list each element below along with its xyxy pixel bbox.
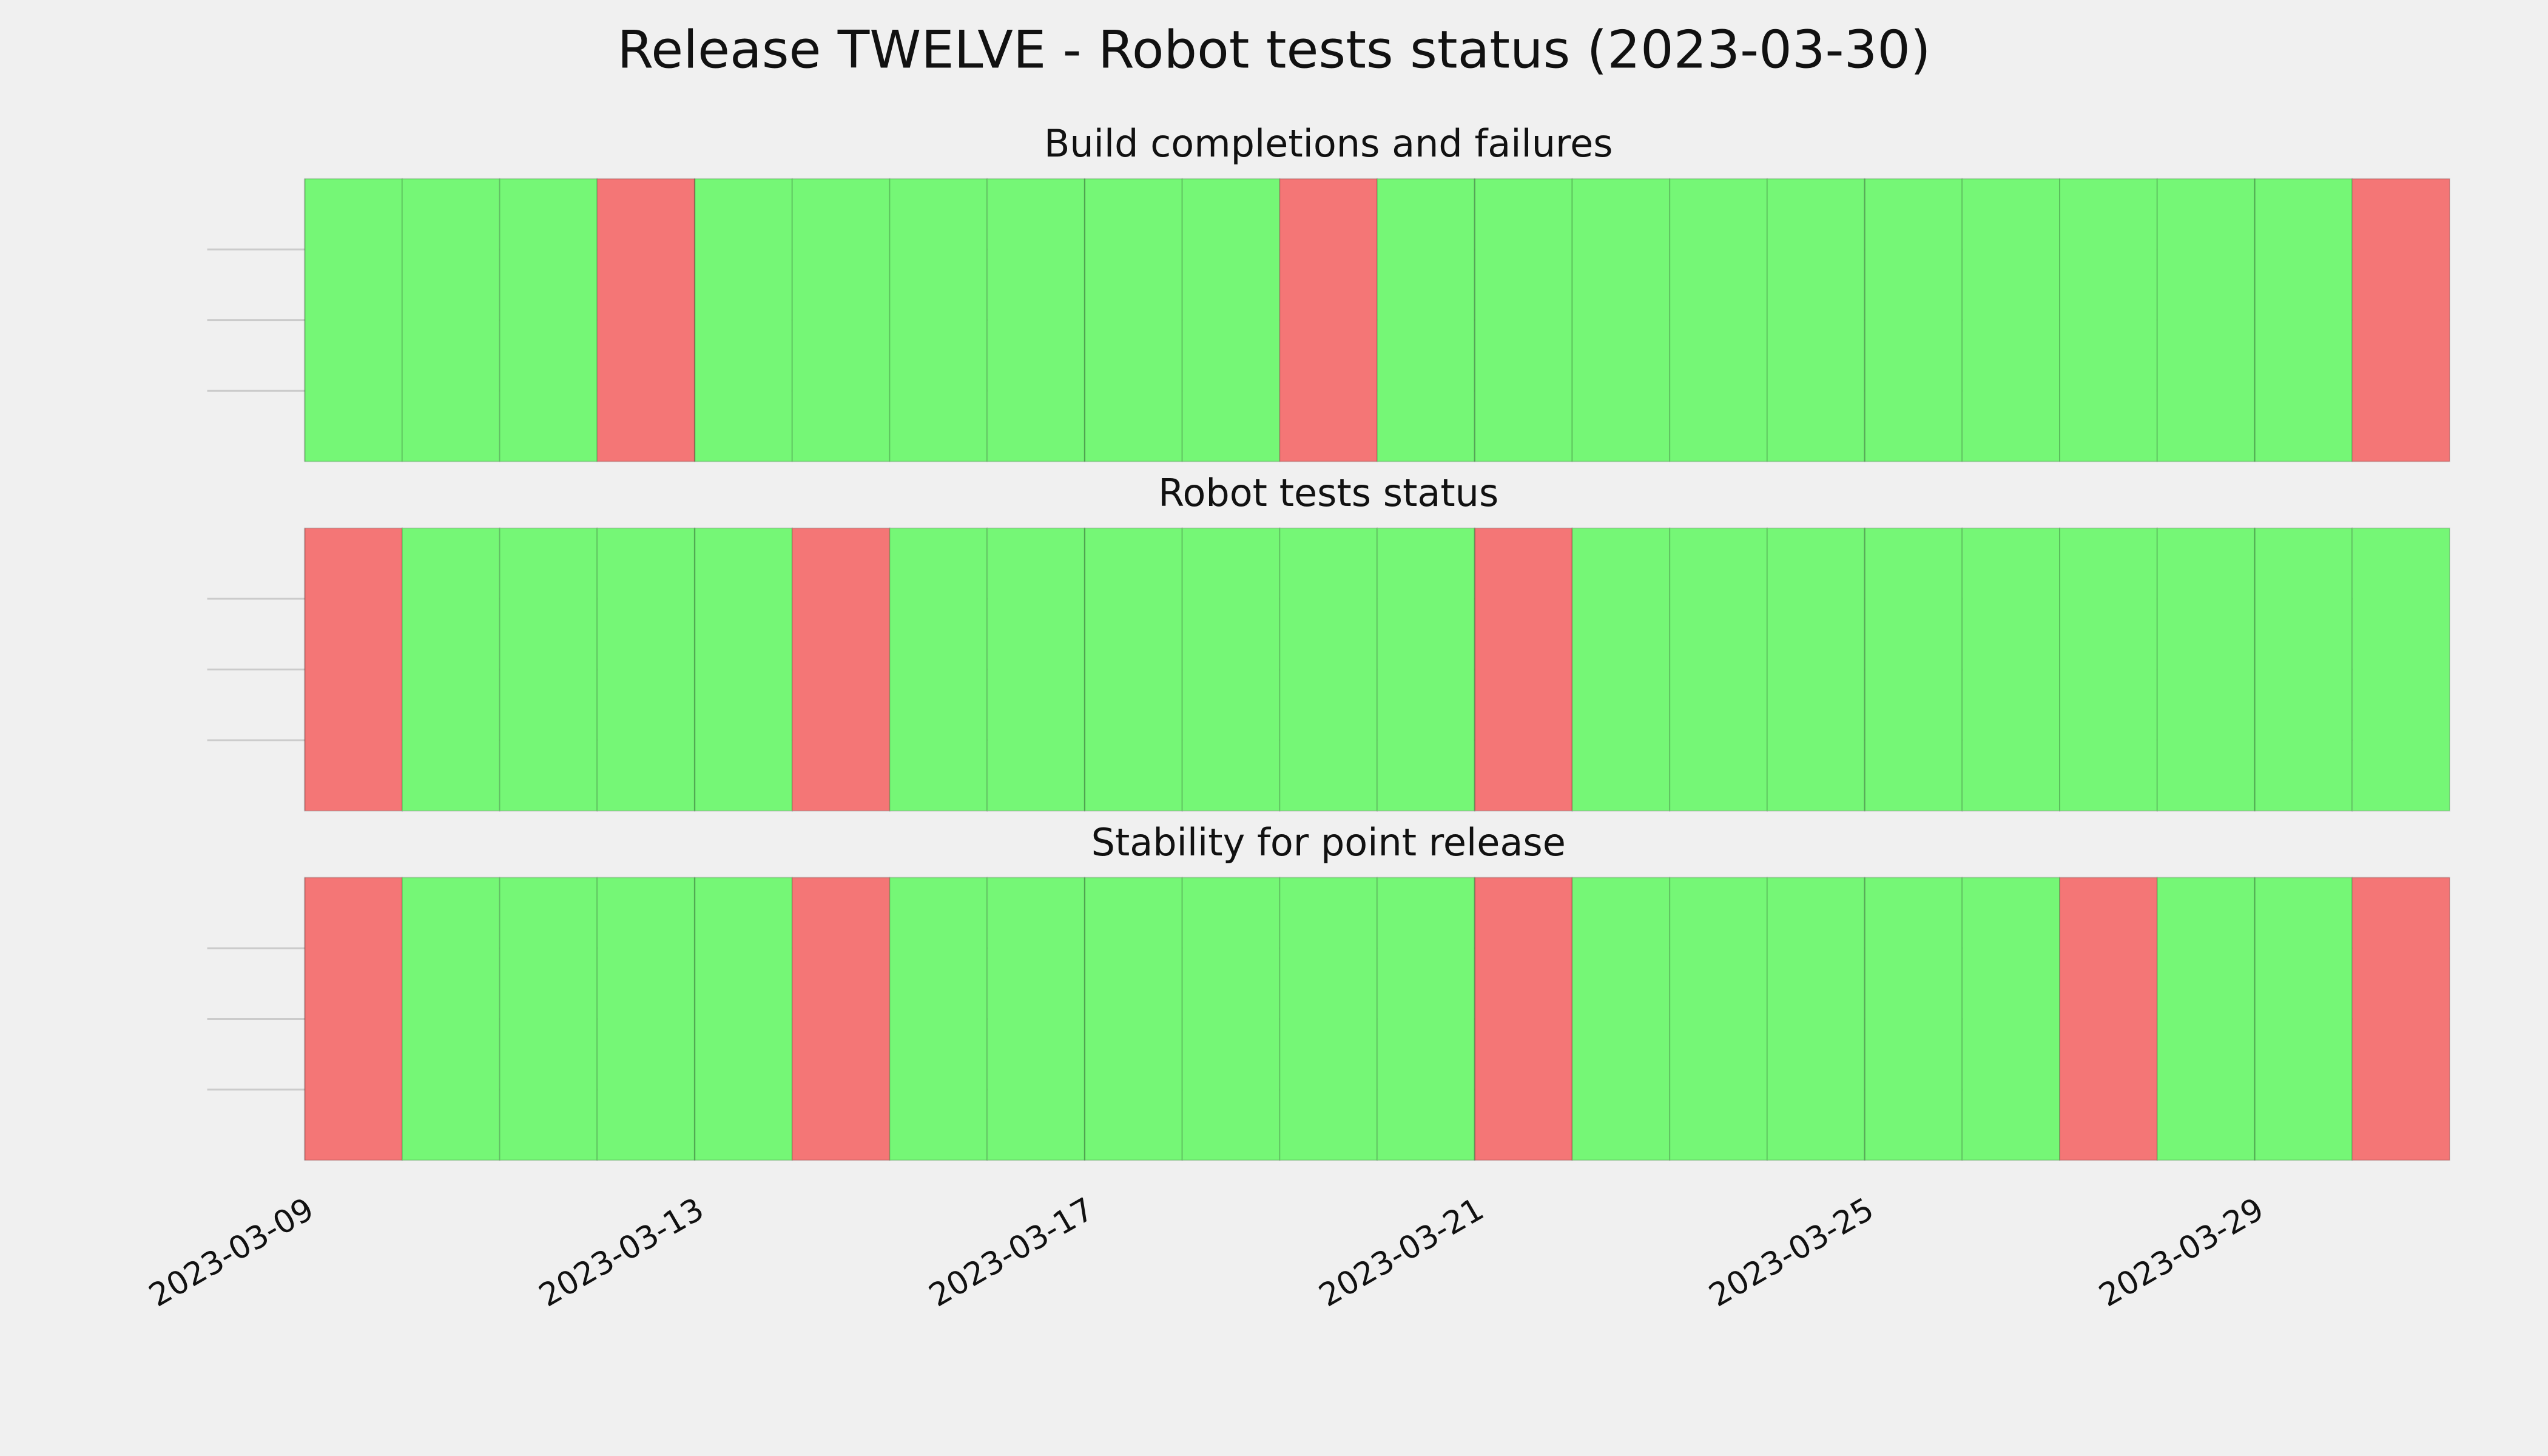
status-bar bbox=[401, 178, 500, 462]
status-bar bbox=[304, 527, 403, 812]
status-bar bbox=[1474, 877, 1573, 1161]
status-bar bbox=[1377, 877, 1475, 1161]
status-bar bbox=[304, 178, 403, 462]
status-bar bbox=[401, 527, 500, 812]
status-bar bbox=[1571, 877, 1671, 1161]
status-bar bbox=[1181, 178, 1281, 462]
status-bar bbox=[1571, 527, 1671, 812]
status-bar bbox=[1181, 877, 1281, 1161]
status-bar bbox=[2351, 178, 2450, 462]
status-bar bbox=[499, 527, 598, 812]
status-bar bbox=[1669, 178, 1768, 462]
status-bar bbox=[1864, 877, 1963, 1161]
status-bar bbox=[1961, 178, 2061, 462]
status-bar bbox=[694, 877, 793, 1161]
status-bar bbox=[986, 877, 1085, 1161]
status-bar bbox=[1084, 527, 1183, 812]
status-bar bbox=[2156, 877, 2256, 1161]
status-bar bbox=[1669, 527, 1768, 812]
status-bar bbox=[791, 527, 891, 812]
status-bar bbox=[1279, 877, 1378, 1161]
status-bar bbox=[596, 178, 696, 462]
status-bar bbox=[401, 877, 500, 1161]
status-bar bbox=[1571, 178, 1671, 462]
status-bar bbox=[1084, 178, 1183, 462]
chart-title: Release TWELVE - Robot tests status (202… bbox=[617, 19, 1930, 80]
status-bar bbox=[986, 527, 1085, 812]
status-bar bbox=[791, 877, 891, 1161]
status-bar bbox=[791, 178, 891, 462]
status-bar bbox=[2254, 527, 2353, 812]
status-bar bbox=[1377, 178, 1475, 462]
status-bar bbox=[1864, 527, 1963, 812]
panel-title: Stability for point release bbox=[1091, 820, 1566, 864]
status-bar bbox=[1864, 178, 1963, 462]
status-bar bbox=[1766, 178, 1866, 462]
status-bar bbox=[596, 877, 696, 1161]
status-bar bbox=[889, 877, 988, 1161]
status-bar bbox=[1279, 178, 1378, 462]
status-bar bbox=[2059, 178, 2158, 462]
status-bar bbox=[1377, 527, 1475, 812]
panel-title: Build completions and failures bbox=[1044, 121, 1613, 166]
panel-title: Robot tests status bbox=[1158, 471, 1498, 515]
status-bar bbox=[889, 527, 988, 812]
status-bar bbox=[1961, 527, 2061, 812]
status-bar bbox=[986, 178, 1085, 462]
status-bar bbox=[2254, 178, 2353, 462]
status-bar bbox=[596, 527, 696, 812]
status-bar bbox=[694, 527, 793, 812]
status-bar bbox=[304, 877, 403, 1161]
status-bar bbox=[1474, 527, 1573, 812]
status-bar bbox=[694, 178, 793, 462]
status-bar bbox=[2351, 527, 2450, 812]
status-bar bbox=[1766, 527, 1866, 812]
status-bar bbox=[2156, 178, 2256, 462]
status-bar bbox=[1474, 178, 1573, 462]
status-bar bbox=[1766, 877, 1866, 1161]
status-bar bbox=[2254, 877, 2353, 1161]
status-bar bbox=[2059, 527, 2158, 812]
status-bar bbox=[1084, 877, 1183, 1161]
status-bar bbox=[2059, 877, 2158, 1161]
status-bar bbox=[889, 178, 988, 462]
status-bar bbox=[1181, 527, 1281, 812]
status-bar bbox=[1279, 527, 1378, 812]
status-bar bbox=[2351, 877, 2450, 1161]
status-bar bbox=[1961, 877, 2061, 1161]
status-bar bbox=[499, 178, 598, 462]
status-bar bbox=[499, 877, 598, 1161]
status-bar bbox=[2156, 527, 2256, 812]
status-bar bbox=[1669, 877, 1768, 1161]
